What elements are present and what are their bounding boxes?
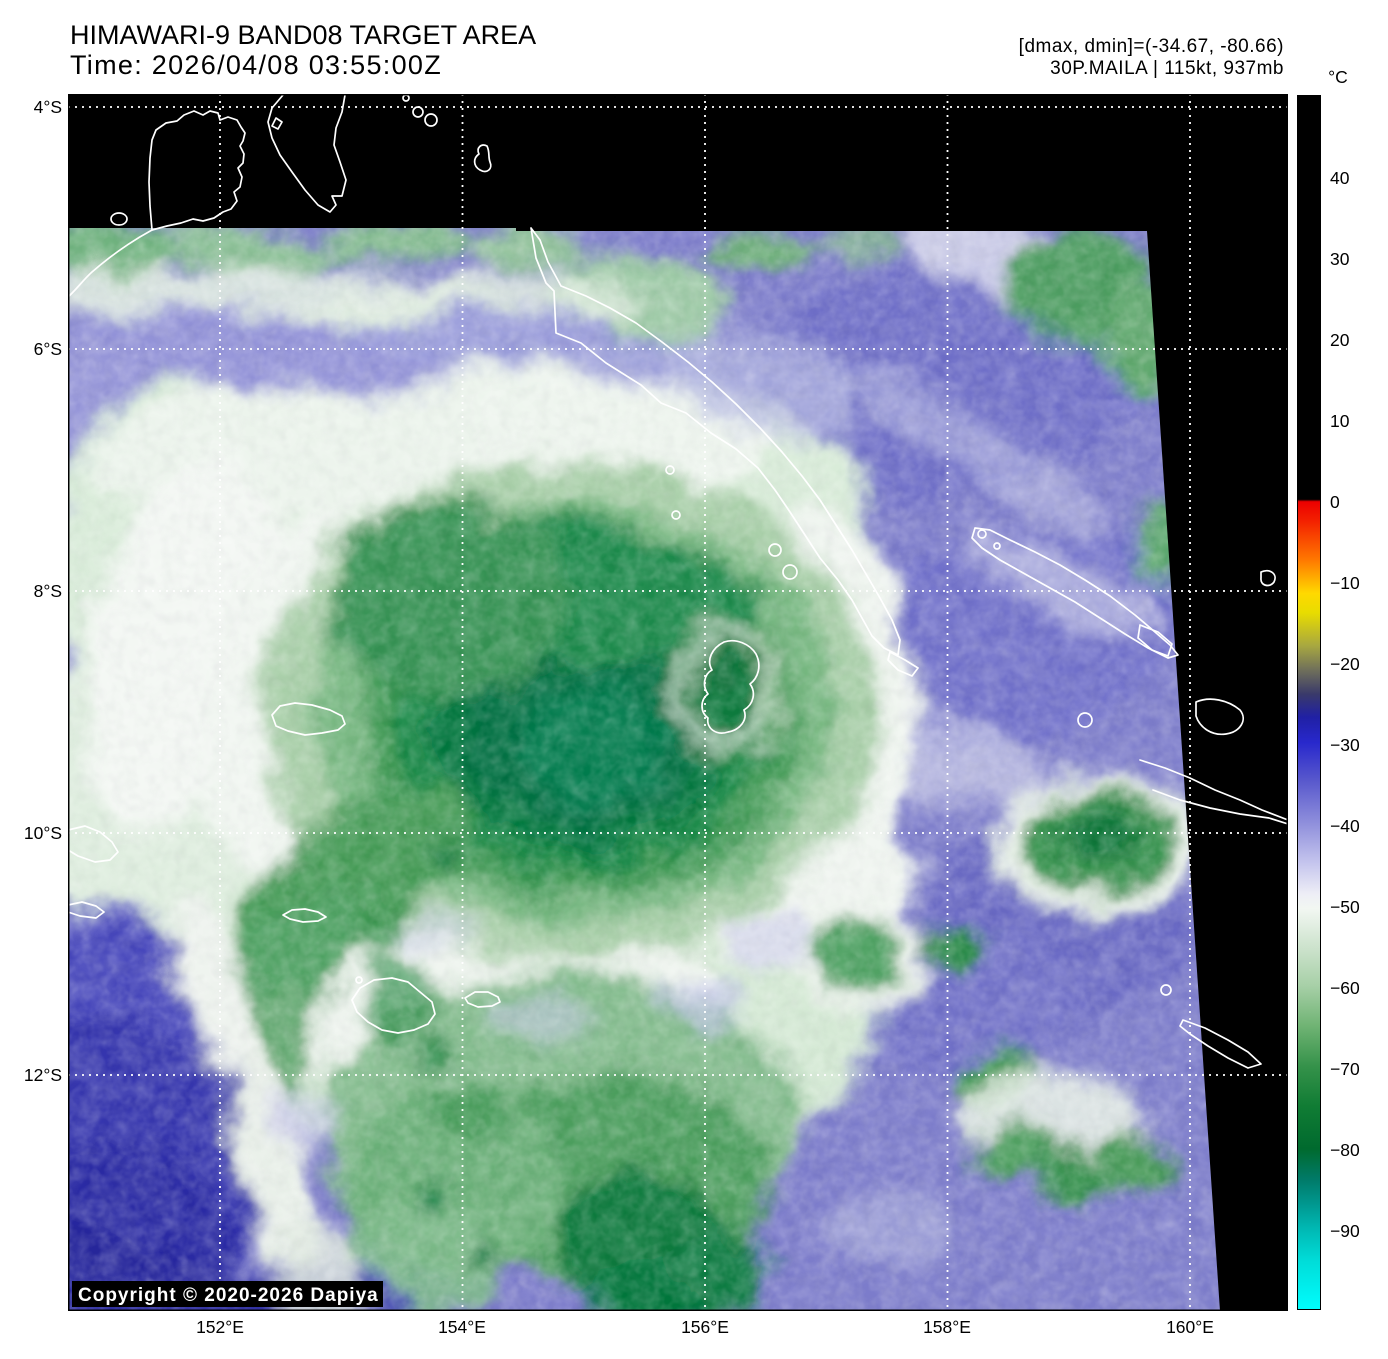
svg-text:Copyright © 2020-2026 Dapiya: Copyright © 2020-2026 Dapiya [78,1285,379,1306]
